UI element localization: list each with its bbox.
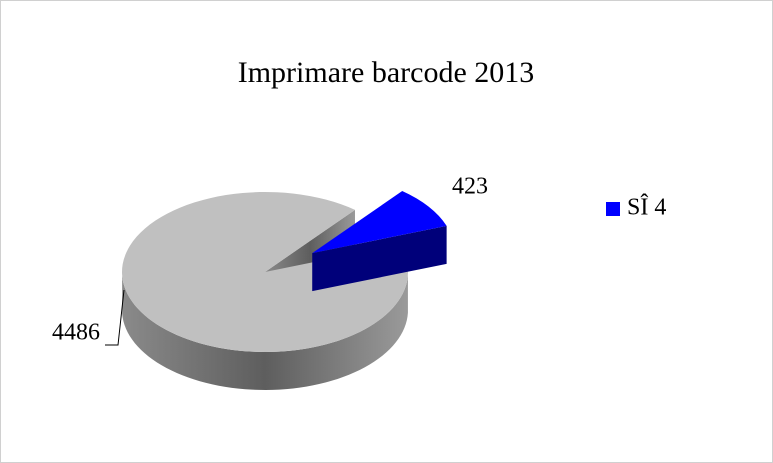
data-label: 423 [452,174,488,200]
leader-line [105,289,125,346]
legend-label: SÎ 4 [627,195,666,221]
legend-swatch [606,202,620,216]
slice-side [122,274,408,390]
chart-title: Imprimare barcode 2013 [238,56,535,89]
data-label: 4486 [52,320,100,346]
slice [312,190,447,254]
slice-face [312,225,447,292]
slice [121,192,408,352]
